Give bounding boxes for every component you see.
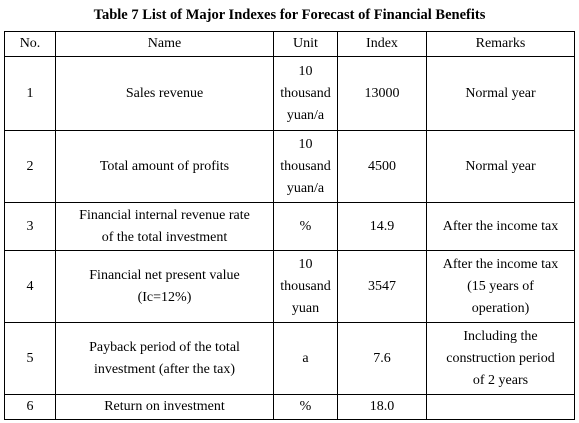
row-unit: 10 thousand yuan/a	[273, 56, 338, 131]
row-unit: a	[273, 322, 338, 395]
row-unit: 10 thousand yuan	[273, 250, 338, 323]
row-name: Sales revenue	[55, 56, 274, 131]
row-name: Payback period of the total investment (…	[55, 322, 274, 395]
table-row: 3 Financial internal revenue rate of the…	[4, 202, 575, 251]
row-remarks: Including the construction period of 2 y…	[426, 322, 575, 395]
table-row: 6 Return on investment % 18.0	[4, 394, 575, 420]
column-header-unit: Unit	[273, 31, 338, 57]
table-caption: Table 7 List of Major Indexes for Foreca…	[93, 7, 486, 23]
row-remarks: Normal year	[426, 56, 575, 131]
row-index: 14.9	[337, 202, 427, 251]
row-index: 13000	[337, 56, 427, 131]
row-index: 18.0	[337, 394, 427, 420]
row-no: 5	[4, 322, 56, 395]
table-header-row: No. Name Unit Index Remarks	[4, 31, 575, 57]
table-row: 4 Financial net present value (Ic=12%) 1…	[4, 250, 575, 323]
row-no: 6	[4, 394, 56, 420]
column-header-name: Name	[55, 31, 274, 57]
table-row: 1 Sales revenue 10 thousand yuan/a 13000…	[4, 56, 575, 131]
row-no: 3	[4, 202, 56, 251]
row-no: 2	[4, 130, 56, 203]
row-index: 4500	[337, 130, 427, 203]
row-unit: 10 thousand yuan/a	[273, 130, 338, 203]
row-unit: %	[273, 202, 338, 251]
row-name: Return on investment	[55, 394, 274, 420]
financial-indexes-table: No. Name Unit Index Remarks 1 Sales reve…	[4, 31, 575, 420]
row-index: 3547	[337, 250, 427, 323]
row-no: 1	[4, 56, 56, 131]
row-name: Financial internal revenue rate of the t…	[55, 202, 274, 251]
row-remarks: After the income tax	[426, 202, 575, 251]
row-no: 4	[4, 250, 56, 323]
row-name: Financial net present value (Ic=12%)	[55, 250, 274, 323]
table-row: 5 Payback period of the total investment…	[4, 322, 575, 395]
table-row: 2 Total amount of profits 10 thousand yu…	[4, 130, 575, 203]
row-unit: %	[273, 394, 338, 420]
row-remarks: Normal year	[426, 130, 575, 203]
column-header-no: No.	[4, 31, 56, 57]
row-remarks: After the income tax (15 years of operat…	[426, 250, 575, 323]
row-remarks	[426, 394, 575, 420]
column-header-remarks: Remarks	[426, 31, 575, 57]
row-index: 7.6	[337, 322, 427, 395]
column-header-index: Index	[337, 31, 427, 57]
row-name: Total amount of profits	[55, 130, 274, 203]
